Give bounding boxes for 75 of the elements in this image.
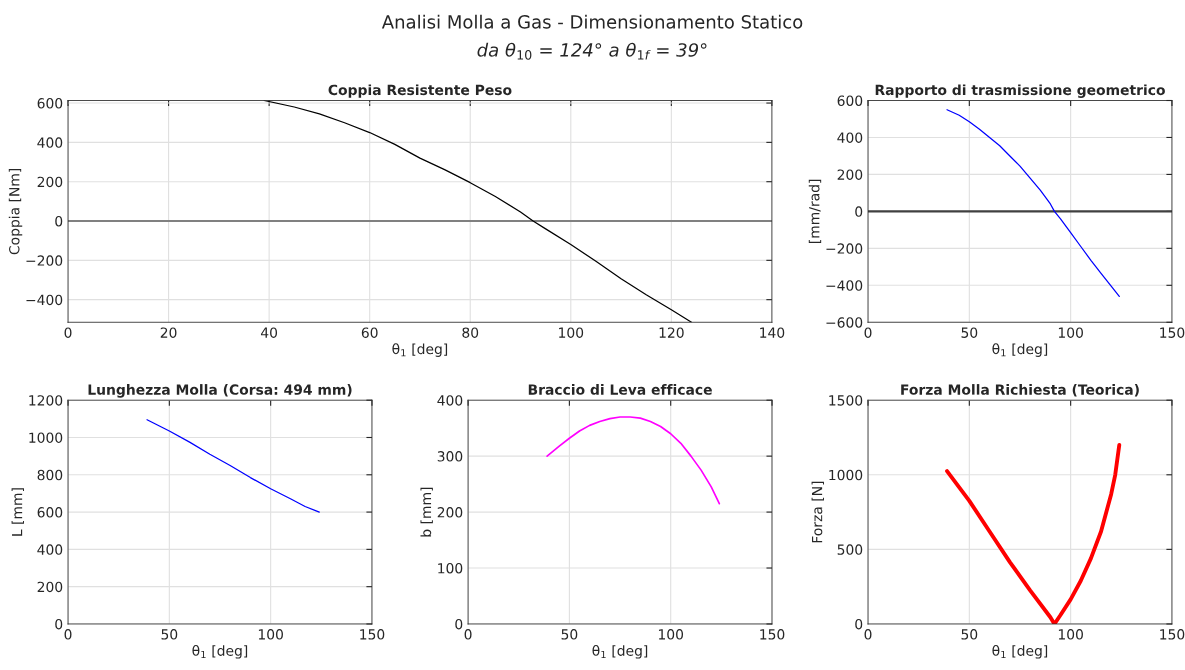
y-tick-label: 300 <box>437 451 463 462</box>
x-tick-label: 80 <box>462 327 479 338</box>
y-tick-label: −200 <box>26 255 63 266</box>
x-tick-label: 50 <box>961 327 978 338</box>
y-tick-label: 100 <box>438 562 463 574</box>
y-tick-label: 200 <box>37 581 63 593</box>
y-axis-title: [mm/rad] <box>808 179 822 243</box>
text: da θ$_{10}$ = 124° a θ$_{1f}$ = 39° <box>477 42 707 60</box>
y-tick-label: 500 <box>837 544 863 555</box>
x-tick-label: 50 <box>161 629 178 640</box>
y-tick-label: 1000 <box>829 469 863 481</box>
y-tick-label: 600 <box>37 98 63 109</box>
x-tick-label: 0 <box>464 629 472 640</box>
x-tick-label: 150 <box>1160 629 1185 640</box>
y-tick-label: 200 <box>37 176 63 188</box>
chart-title: Braccio di Leva efficace <box>528 384 712 395</box>
x-axis-title: θ$_{1}$ [deg] <box>592 645 648 659</box>
line-series <box>263 100 693 323</box>
x-tick-label: 120 <box>659 327 684 338</box>
x-tick-label: 0 <box>64 629 72 640</box>
line-series <box>946 109 1120 298</box>
x-tick-label: 0 <box>864 629 872 640</box>
line-series <box>945 443 1122 624</box>
x-tick-label: 150 <box>1160 327 1185 338</box>
y-tick-label: 600 <box>837 95 863 106</box>
y-axis-title: Coppia [Nm] <box>8 168 23 255</box>
text: Analisi Molla a Gas - Dimensionamento Statico <box>381 14 803 29</box>
chart-title: Coppia Resistente Peso <box>328 84 512 98</box>
y-tick-label: −600 <box>826 317 863 328</box>
chart-title: Rapporto di trasmissione geometrico <box>875 84 1165 98</box>
x-tick-label: 140 <box>760 327 785 338</box>
y-tick-label: 400 <box>837 132 863 143</box>
y-tick-label: 400 <box>37 544 63 555</box>
chart-title: Forza Molla Richiesta (Teorica) <box>901 384 1139 397</box>
y-tick-label: 0 <box>455 618 463 630</box>
x-axis-title: θ$_{1}$ [deg] <box>992 343 1048 357</box>
y-tick-label: 600 <box>37 507 63 518</box>
x-axis-title: θ$_{1}$ [deg] <box>192 645 248 659</box>
y-tick-label: 200 <box>437 507 463 518</box>
x-axis-title: θ$_{1}$ [deg] <box>992 645 1048 659</box>
x-tick-label: 20 <box>160 327 177 338</box>
x-tick-label: 100 <box>258 629 283 640</box>
y-axis-title: L [mm] <box>11 488 24 536</box>
x-tick-label: 40 <box>260 327 278 338</box>
x-tick-label: 150 <box>760 629 785 640</box>
x-axis-title: θ$_{1}$ [deg] <box>392 343 448 357</box>
x-tick-label: 100 <box>1058 327 1083 338</box>
y-tick-label: 1200 <box>29 395 63 406</box>
x-tick-label: 0 <box>64 327 72 338</box>
x-tick-label: 100 <box>559 327 584 338</box>
y-tick-label: 0 <box>55 618 63 630</box>
y-tick-label: 0 <box>855 618 863 630</box>
chart-title: Lunghezza Molla (Corsa: 494 mm) <box>88 384 352 398</box>
x-tick-label: 150 <box>360 629 385 640</box>
y-tick-label: 0 <box>55 215 63 227</box>
x-tick-label: 0 <box>864 327 872 338</box>
y-tick-label: 1000 <box>29 432 63 443</box>
x-tick-label: 100 <box>1058 629 1083 640</box>
x-tick-label: 100 <box>658 629 684 640</box>
line-series <box>146 419 320 513</box>
x-tick-label: 50 <box>961 629 978 640</box>
x-tick-label: 60 <box>361 327 378 338</box>
y-tick-label: −400 <box>26 294 63 306</box>
y-tick-label: 1500 <box>829 395 863 406</box>
x-tick-label: 50 <box>561 629 578 640</box>
y-tick-label: 200 <box>837 169 863 180</box>
y-tick-label: 800 <box>37 469 63 481</box>
y-tick-label: 0 <box>855 206 863 217</box>
y-tick-label: −400 <box>826 280 863 291</box>
y-tick-label: −200 <box>826 243 863 254</box>
y-axis-title: b [mm] <box>420 487 433 537</box>
y-tick-label: 400 <box>437 395 463 406</box>
y-tick-label: 400 <box>37 137 63 148</box>
line-series <box>546 416 721 505</box>
y-axis-title: Forza [N] <box>811 481 824 543</box>
